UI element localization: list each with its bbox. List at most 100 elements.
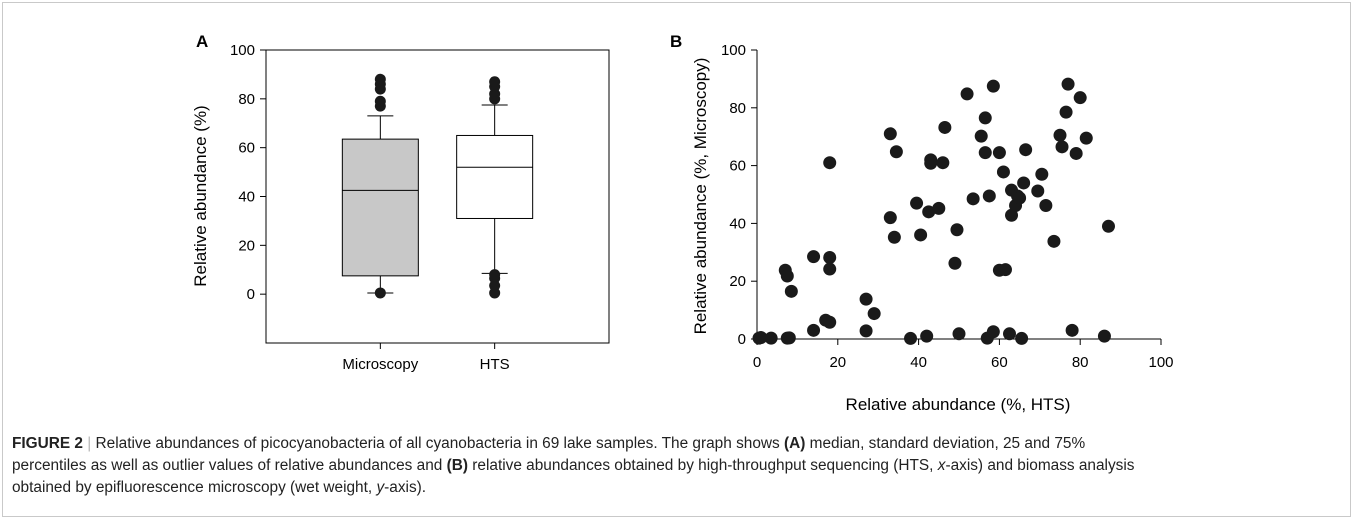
panel-b-x-tick-label: 60 xyxy=(991,354,1008,371)
scatter-point xyxy=(782,331,796,345)
scatter-point xyxy=(1017,176,1031,190)
scatter-point xyxy=(966,192,980,206)
scatter-point xyxy=(754,331,768,345)
scatter-point xyxy=(1039,198,1053,212)
scatter-point xyxy=(859,292,873,306)
scatter-point xyxy=(807,250,821,264)
scatter-point xyxy=(998,263,1012,277)
caption-title: FIGURE 2 xyxy=(12,435,83,452)
box-outlier-point xyxy=(374,287,386,299)
scatter-point xyxy=(936,156,950,170)
panel-b-y-tick-label: 100 xyxy=(721,42,746,59)
scatter-point xyxy=(978,146,992,160)
scatter-point xyxy=(924,156,938,170)
panel-b-x-tick-label: 40 xyxy=(910,354,927,371)
scatter-point xyxy=(889,145,903,159)
scatter-point xyxy=(1101,219,1115,233)
scatter-point xyxy=(1047,234,1061,248)
scatter-point xyxy=(1005,208,1019,222)
caption-text-4: relative abundances obtained by high-thr… xyxy=(468,457,938,474)
scatter-point xyxy=(823,315,837,329)
box-microscopy xyxy=(341,73,419,299)
scatter-point xyxy=(1053,128,1067,142)
panel-a-y-tick-label: 60 xyxy=(238,140,255,157)
scatter-point xyxy=(910,196,924,210)
caption-text-3: percentiles as well as outlier values of… xyxy=(12,457,447,474)
scatter-point xyxy=(807,323,821,337)
scatter-point xyxy=(922,205,936,219)
scatter-point xyxy=(1079,131,1093,145)
panel-a-x-tick-label: Microscopy xyxy=(342,356,418,373)
scatter-point xyxy=(1097,329,1111,343)
scatter-point xyxy=(1073,91,1087,105)
panel-b-x-axis-label: Relative abundance (%, HTS) xyxy=(846,395,1071,414)
panel-a-x-ticks: Microscopy HTS xyxy=(342,343,510,373)
box-outlier-point xyxy=(374,95,386,107)
panel-a-y-tick-label: 100 xyxy=(230,42,255,59)
panel-a-y-axis-label: Relative abundance (%) xyxy=(191,105,210,286)
figure-chart: A 0 20 40 60 80 100 Microscopy HTS Relative ab… xyxy=(191,32,1174,414)
scatter-point xyxy=(948,256,962,270)
box-outlier-point xyxy=(374,73,386,85)
caption-text-7: -axis). xyxy=(384,479,427,496)
panel-b-label: B xyxy=(670,32,682,51)
scatter-point xyxy=(992,146,1006,160)
panel-b-y-tick-label: 40 xyxy=(729,215,746,232)
scatter-point xyxy=(883,211,897,225)
box-outlier-point xyxy=(489,76,501,88)
box-iqr xyxy=(341,138,419,277)
caption-ref-b: (B) xyxy=(446,457,468,474)
panel-a-boxplot: A 0 20 40 60 80 100 Microscopy HTS Relative ab… xyxy=(191,32,610,373)
panel-b-x-tick-label: 80 xyxy=(1072,354,1089,371)
scatter-point xyxy=(1065,323,1079,337)
scatter-point xyxy=(867,307,881,321)
scatter-point xyxy=(780,269,794,283)
caption-x-axis-word: x xyxy=(937,457,946,474)
scatter-point xyxy=(784,284,798,298)
panel-a-plot-frame xyxy=(265,49,610,344)
panel-a-y-tick-label: 0 xyxy=(247,286,255,303)
caption-text-2: median, standard deviation, 25 and 75% xyxy=(805,435,1086,452)
panel-b-y-axis-label: Relative abundance (%, Microscopy) xyxy=(691,58,710,335)
panel-a-y-tick-label: 80 xyxy=(238,91,255,108)
scatter-point xyxy=(883,127,897,141)
box-outlier-point xyxy=(489,269,501,281)
scatter-point xyxy=(1055,140,1069,154)
panel-a-boxes xyxy=(341,73,534,299)
caption-text-5: -axis) and biomass analysis xyxy=(945,457,1135,474)
scatter-point xyxy=(1031,184,1045,198)
panel-b-y-tick-label: 20 xyxy=(729,273,746,290)
caption-separator: | xyxy=(87,435,92,452)
scatter-point xyxy=(932,201,946,215)
panel-b-x-tick-label: 100 xyxy=(1148,354,1173,371)
panel-a-x-tick-label: HTS xyxy=(480,356,510,373)
caption-text-1: Relative abundances of picocyanobacteria… xyxy=(91,435,784,452)
panel-b-points xyxy=(752,77,1115,345)
box-iqr xyxy=(456,134,534,219)
scatter-point xyxy=(952,327,966,341)
scatter-point xyxy=(823,251,837,265)
scatter-point xyxy=(982,189,996,203)
scatter-point xyxy=(978,111,992,125)
scatter-point xyxy=(914,228,928,242)
panel-b-scatter: B 0 20 40 60 80 100 0 20 40 60 80 100 Relative abu… xyxy=(670,32,1174,414)
panel-b-y-ticks: 0 20 40 60 80 100 xyxy=(721,42,757,348)
panel-a-y-ticks: 0 20 40 60 80 100 xyxy=(230,42,266,303)
scatter-point xyxy=(938,120,952,134)
scatter-point xyxy=(904,331,918,345)
panel-b-x-tick-label: 0 xyxy=(753,354,761,371)
scatter-point xyxy=(887,230,901,244)
scatter-point xyxy=(1013,191,1027,205)
scatter-point xyxy=(986,325,1000,339)
panel-a-label: A xyxy=(196,32,208,51)
panel-b-y-tick-label: 60 xyxy=(729,158,746,175)
scatter-point xyxy=(1059,105,1073,119)
scatter-point xyxy=(960,87,974,101)
scatter-point xyxy=(920,329,934,343)
scatter-point xyxy=(823,262,837,276)
scatter-point xyxy=(1035,167,1049,181)
scatter-point xyxy=(1061,77,1075,91)
figure-caption: FIGURE 2 | Relative abundances of picocy… xyxy=(12,433,1342,499)
panel-a-y-tick-label: 20 xyxy=(238,237,255,254)
